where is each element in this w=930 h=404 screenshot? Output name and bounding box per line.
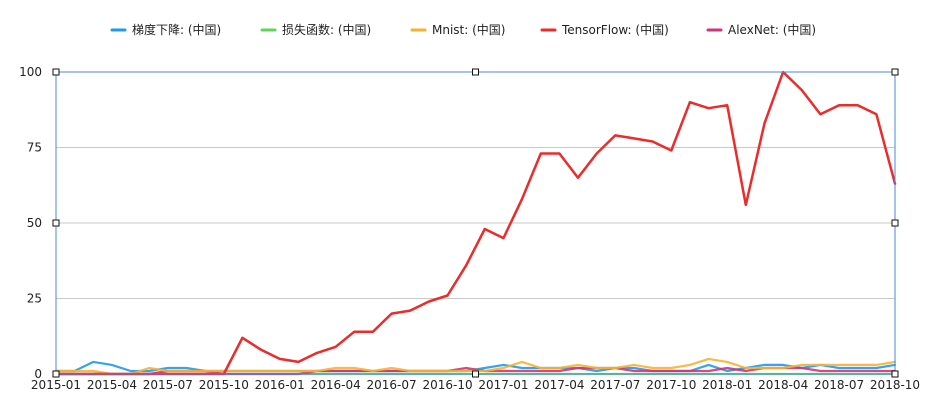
resize-handle[interactable]	[472, 68, 479, 76]
resize-handle[interactable]	[891, 370, 899, 378]
resize-handle[interactable]	[52, 68, 60, 76]
x-tick-label: 2017-10	[646, 378, 696, 392]
x-tick-label: 2018-10	[870, 378, 920, 392]
legend: 梯度下降: (中国) 损失函数: (中国) Mnist: (中国) TensorFlo…	[110, 22, 816, 37]
x-tick-label: 2016-10	[422, 378, 472, 392]
gridlines	[56, 71, 895, 375]
y-tick-label: 50	[27, 216, 42, 230]
x-tick-label: 2015-04	[87, 378, 137, 392]
legend-item[interactable]: 梯度下降: (中国)	[110, 22, 221, 37]
x-tick-label: 2016-01	[255, 378, 305, 392]
legend-item[interactable]: TensorFlow: (中国)	[540, 22, 669, 37]
x-tick-label: 2016-04	[311, 378, 361, 392]
x-tick-label: 2017-01	[478, 378, 528, 392]
legend-item[interactable]: AlexNet: (中国)	[706, 22, 816, 37]
x-tick-label: 2015-07	[143, 378, 193, 392]
resize-handle[interactable]	[891, 68, 899, 76]
y-tick-label: 0	[34, 367, 42, 381]
y-tick-label: 100	[19, 65, 42, 79]
x-axis: 2015-01 2015-04 2015-07 2015-10 2016-01 2016-…	[31, 378, 920, 392]
x-tick-label: 2018-04	[758, 378, 808, 392]
x-tick-label: 2018-01	[702, 378, 752, 392]
resize-handle[interactable]	[891, 219, 899, 227]
legend-label: 损失函数: (中国)	[282, 22, 371, 37]
x-tick-label: 2017-07	[590, 378, 640, 392]
resize-handle[interactable]	[472, 370, 479, 378]
selection-frame[interactable]	[52, 68, 899, 378]
legend-item[interactable]: Mnist: (中国)	[410, 22, 505, 37]
y-axis: 0 25 50 75 100	[19, 65, 42, 381]
resize-handle[interactable]	[52, 370, 60, 378]
y-tick-label: 25	[27, 292, 42, 306]
resize-handle[interactable]	[52, 219, 60, 227]
legend-label: AlexNet: (中国)	[728, 22, 816, 37]
legend-item[interactable]: 损失函数: (中国)	[260, 22, 371, 37]
x-tick-label: 2015-10	[199, 378, 249, 392]
x-tick-label: 2016-07	[367, 378, 417, 392]
legend-label: TensorFlow: (中国)	[561, 22, 669, 37]
legend-label: 梯度下降: (中国)	[132, 22, 221, 37]
x-tick-label: 2015-01	[31, 378, 81, 392]
x-tick-label: 2018-07	[814, 378, 864, 392]
y-tick-label: 75	[27, 141, 42, 155]
legend-label: Mnist: (中国)	[432, 22, 505, 37]
x-tick-label: 2017-04	[534, 378, 584, 392]
